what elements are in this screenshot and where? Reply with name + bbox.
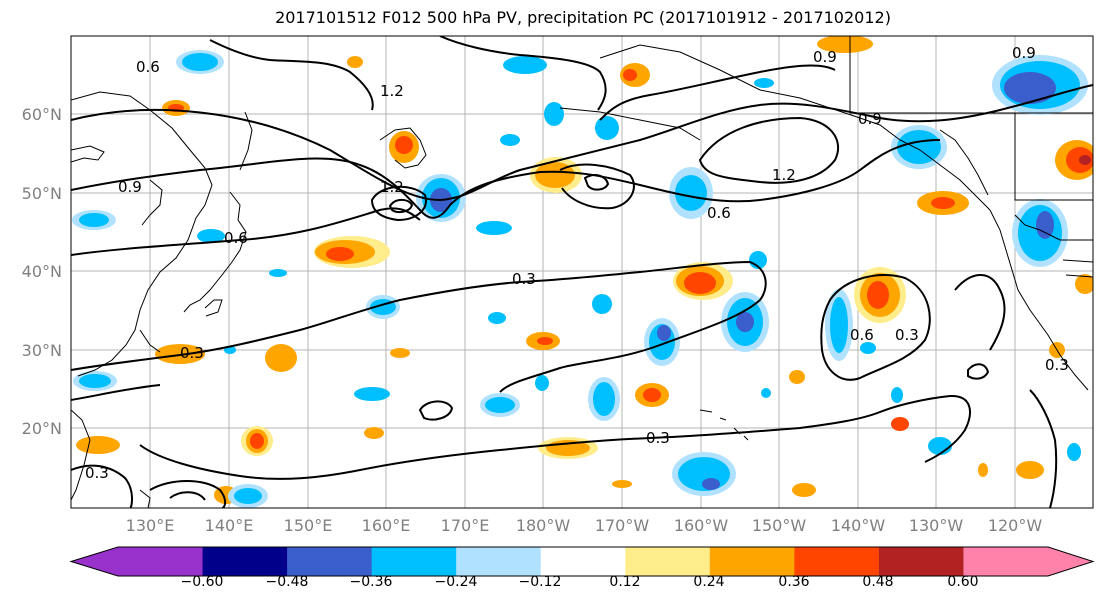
contour-label: 0.9 [858, 110, 882, 128]
lat-label: 60°N [22, 105, 62, 124]
latitude-labels: 60°N 50°N 40°N 30°N 20°N [22, 105, 62, 438]
colorbar-tick: −0.12 [519, 574, 562, 590]
contour-label: 0.3 [85, 464, 109, 482]
contour-label: 1.2 [380, 178, 404, 196]
colorbar-segment [709, 547, 795, 576]
map-frame [70, 35, 1094, 509]
contour-label: 1.2 [380, 82, 404, 100]
colorbar-segment [794, 547, 880, 576]
lon-label: 150°W [752, 516, 807, 535]
lat-label: 50°N [22, 184, 62, 203]
negative-precip-anomalies [72, 50, 1088, 508]
contour-label: 0.6 [224, 229, 248, 247]
lon-label: 140°W [831, 516, 886, 535]
contour-label: 0.3 [895, 326, 919, 344]
colorbar-tick: −0.60 [181, 574, 224, 590]
contour-label: 0.9 [813, 48, 837, 66]
colorbar-extend-low [71, 547, 118, 576]
longitude-labels: 130°E 140°E 150°E 160°E 170°E 180°W 170°… [126, 516, 1043, 535]
colorbar-segment [371, 547, 457, 576]
colorbar-tick: 0.12 [609, 574, 640, 590]
colorbar-segment [878, 547, 964, 576]
contour-label: 0.6 [707, 204, 731, 222]
colorbar-segment [287, 547, 373, 576]
contour-label: 1.2 [772, 166, 796, 184]
contour-label: 0.6 [136, 58, 160, 76]
lon-label: 130°E [126, 516, 175, 535]
colorbar-tick: 0.48 [862, 574, 893, 590]
lon-label: 140°E [205, 516, 254, 535]
colorbar-tick: 0.60 [947, 574, 978, 590]
lon-label: 180°W [516, 516, 571, 535]
contour-label: 0.9 [1012, 44, 1036, 62]
contour-label: 0.3 [180, 344, 204, 362]
colorbar-segment [625, 547, 711, 576]
colorbar-segments [69, 546, 1095, 577]
colorbar-tick: −0.48 [266, 574, 309, 590]
colorbar-extend-high [1048, 547, 1093, 576]
lat-label: 20°N [22, 419, 62, 438]
pv-contours [71, 36, 1093, 508]
lon-label: 150°E [284, 516, 333, 535]
contour-labels: 0.6 0.9 1.2 0.3 0.6 0.9 1.2 0.6 0.9 1.2 … [85, 44, 1069, 482]
colorbar-tick: 0.24 [693, 574, 724, 590]
lon-label: 170°E [441, 516, 490, 535]
contour-label: 0.3 [512, 270, 536, 288]
colorbar-segment [456, 547, 542, 576]
contour-label: 0.3 [1045, 356, 1069, 374]
colorbar-tick-labels: −0.60 −0.48 −0.36 −0.24 −0.12 0.12 0.24 … [181, 574, 979, 590]
figure-title: 2017101512 F012 500 hPa PV, precipitatio… [275, 8, 891, 27]
lon-label: 170°W [595, 516, 650, 535]
lon-label: 160°E [362, 516, 411, 535]
contour-label: 0.6 [850, 326, 874, 344]
lon-label: 120°W [988, 516, 1043, 535]
colorbar-segment [963, 547, 1049, 576]
lon-label: 160°W [674, 516, 729, 535]
colorbar-tick: −0.36 [350, 574, 393, 590]
map-background [71, 36, 1093, 508]
colorbar-segment [202, 547, 288, 576]
coastlines [71, 36, 1093, 508]
colorbar-tick: 0.36 [778, 574, 809, 590]
lat-label: 30°N [22, 341, 62, 360]
lat-label: 40°N [22, 262, 62, 281]
positive-precip-anomalies [76, 36, 1093, 504]
contour-label: 0.9 [118, 178, 142, 196]
colorbar: −0.60 −0.48 −0.36 −0.24 −0.12 0.12 0.24 … [69, 546, 1095, 590]
colorbar-outline [69, 546, 1095, 577]
graticule [71, 36, 1093, 508]
colorbar-segment [540, 547, 626, 576]
contour-label: 0.3 [646, 429, 670, 447]
lon-label: 130°W [909, 516, 964, 535]
colorbar-tick: −0.24 [435, 574, 478, 590]
colorbar-segment [118, 547, 204, 576]
